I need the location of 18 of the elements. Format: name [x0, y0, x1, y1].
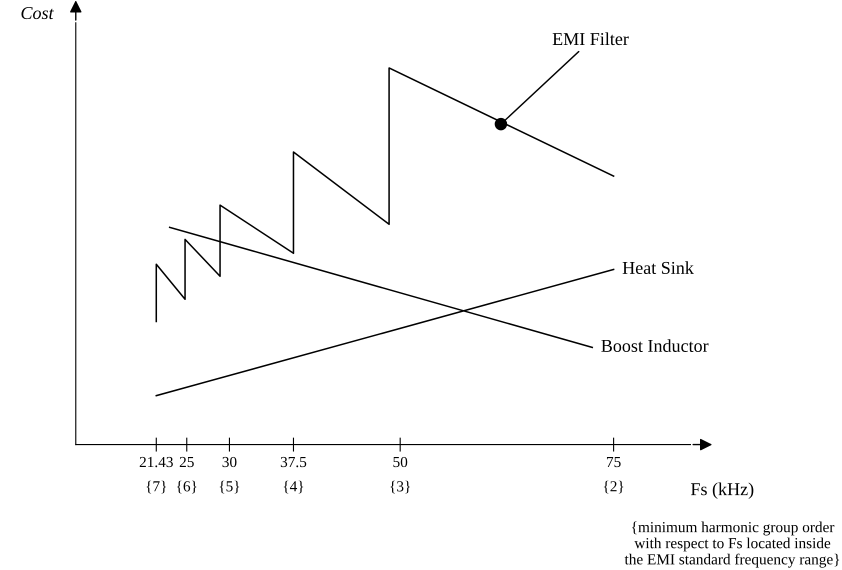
- text: {minimum harmonic group order with respect to Fs located inside the EMI standard frequency range}: [624, 522, 840, 568]
- series-label: Boost Inductor: [601, 339, 708, 352]
- text: {3}: [390, 480, 410, 494]
- text: {7}: [146, 480, 166, 494]
- x-tick-label: 37.5: [280, 456, 306, 468]
- y-axis-title: Cost: [21, 7, 54, 20]
- series-label: Heat Sink: [622, 261, 694, 274]
- x-axis-title: Fs (kHz): [690, 482, 754, 499]
- x-tick-label: 75: [606, 457, 621, 468]
- text: {6}: [176, 480, 197, 494]
- text: {5}: [220, 480, 240, 494]
- text: {4}: [284, 480, 304, 494]
- x-tick-label: 21.43: [140, 456, 173, 468]
- x-tick-label: 50: [393, 456, 408, 468]
- x-tick-label: 25: [180, 456, 194, 468]
- text: {2}: [604, 480, 624, 494]
- x-tick-label: 30: [222, 456, 236, 468]
- annotation: EMI Filter: [552, 32, 629, 46]
